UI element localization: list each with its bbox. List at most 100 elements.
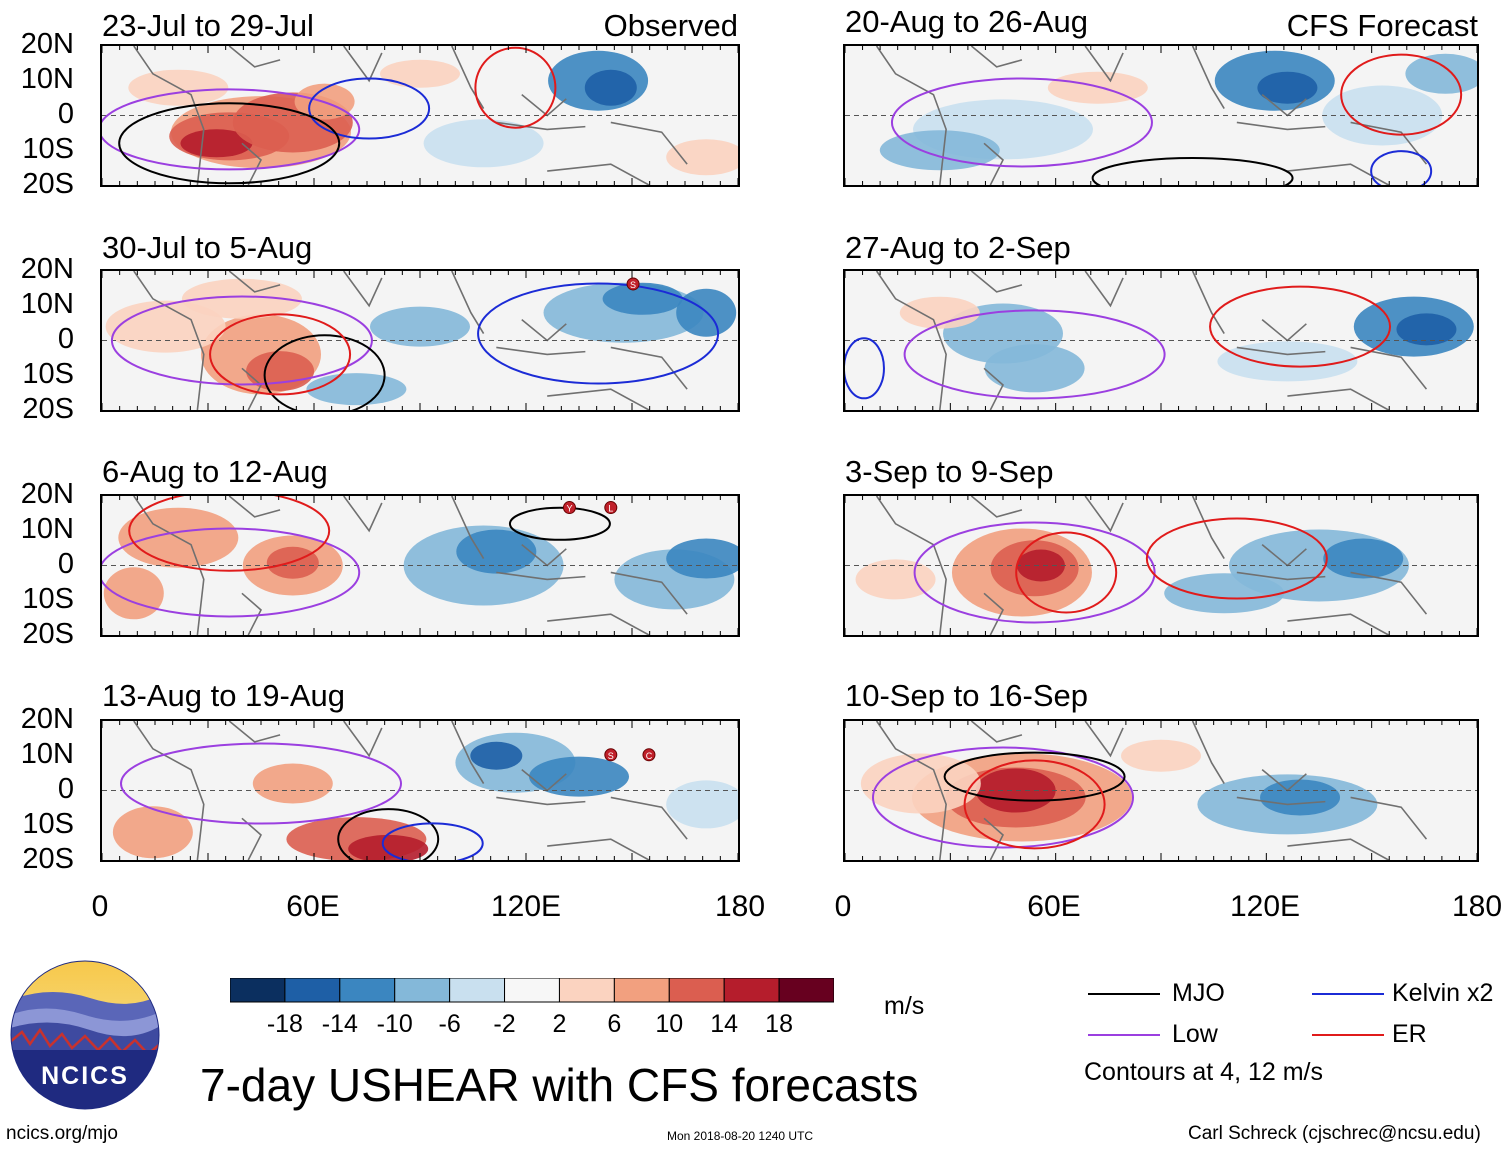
coastline-4	[133, 721, 688, 860]
mjo-contour-4-1	[337, 808, 440, 860]
shear-region-3-3	[103, 567, 164, 620]
shear-region-4-5	[470, 741, 523, 770]
lat-label-row4-2: 0	[57, 773, 74, 805]
lat-label-row1-0: 20N	[20, 28, 74, 60]
lon-label-right-120e: 120E	[1229, 890, 1301, 923]
shear-region-7-6	[1164, 573, 1285, 614]
shear-region-2-3	[181, 278, 302, 319]
low-contour-6-0	[903, 309, 1166, 400]
legend-kelvin-label: Kelvin x2	[1392, 979, 1494, 1007]
kelvin-contour-6-2	[845, 337, 885, 400]
colorbar-label-3: -6	[438, 1010, 461, 1038]
lat-label-row4-0: 20N	[20, 703, 74, 735]
panel-title-3: 6-Aug to 12-Aug	[102, 454, 328, 489]
storm-marker-1: Y	[562, 501, 576, 515]
er-contour-8-2	[963, 759, 1106, 850]
lon-label-left-0: 0	[91, 890, 109, 923]
shear-region-8-6	[1121, 739, 1201, 772]
shear-region-5-1	[879, 130, 1000, 171]
website-link[interactable]: ncics.org/mjo	[6, 1123, 118, 1144]
legend-kelvin-line	[1312, 993, 1384, 995]
shear-region-4-0	[252, 763, 333, 804]
units-label: m/s	[884, 992, 925, 1020]
lat-label-row1-3: 10S	[22, 133, 74, 165]
shear-region-8-5	[1260, 779, 1341, 816]
lat-label-row4-4: 20S	[22, 843, 74, 875]
shear-map-2: S	[102, 271, 738, 410]
shear-region-4-3	[112, 806, 193, 859]
kelvin-contour-4-2	[381, 822, 484, 860]
er-contour-6-1	[1209, 285, 1392, 368]
panel-title-2: 30-Jul to 5-Aug	[102, 230, 313, 265]
cfs-forecast-label: CFS Forecast	[1286, 8, 1478, 43]
low-contour-5-0	[890, 77, 1153, 168]
shear-region-4-2	[348, 834, 429, 860]
author-credit: Carl Schreck (cjschrec@ncsu.edu)	[1188, 1123, 1481, 1144]
legend-mjo-label: MJO	[1172, 979, 1225, 1007]
figure-title: 7-day USHEAR with CFS forecasts	[200, 1059, 919, 1111]
logo-text: NCICS	[41, 1062, 129, 1090]
panel-title-1: 23-Jul to 29-Jul	[102, 8, 314, 43]
svg-text:S: S	[630, 280, 636, 290]
colorbar-label-8: 14	[710, 1010, 739, 1038]
legend-er-line	[1312, 1034, 1384, 1036]
legend-mjo-line	[1088, 993, 1160, 995]
colorbar-label-1: -14	[321, 1010, 358, 1038]
lat-label-row1-2: 0	[57, 98, 74, 130]
shear-region-6-1	[984, 344, 1085, 393]
shear-region-5-4	[1322, 85, 1443, 146]
mjo-contour-8-1	[943, 751, 1126, 802]
shear-region-2-2	[105, 300, 226, 353]
mjo-contour-2-2	[263, 334, 386, 410]
kelvin-contour-1-2	[308, 77, 431, 140]
timestamp: Mon 2018-08-20 1240 UTC	[667, 1129, 814, 1143]
colorbar-swatch-4	[449, 977, 506, 1003]
colorbar-label-9: 18	[765, 1010, 793, 1038]
panel-title-4: 13-Aug to 19-Aug	[102, 678, 346, 713]
mjo-contour-1-3	[118, 102, 341, 185]
er-contour-7-1	[1015, 531, 1118, 614]
low-contour-8-0	[872, 746, 1134, 849]
panel-title-7: 3-Sep to 9-Sep	[845, 454, 1054, 489]
low-contour-3-0	[102, 527, 361, 618]
lon-label-right-60e: 60E	[1027, 890, 1081, 923]
map-panel-7	[843, 494, 1479, 637]
shear-region-1-8	[584, 69, 637, 106]
colorbar-label-5: 2	[552, 1010, 567, 1038]
colorbar-label-2: -10	[376, 1010, 413, 1038]
colorbar-label-0: -18	[266, 1010, 303, 1038]
svg-text:C: C	[646, 751, 653, 761]
mjo-contour-3-1	[508, 506, 611, 541]
panel-title-5: 20-Aug to 26-Aug	[845, 4, 1089, 39]
shear-region-1-10	[666, 139, 738, 176]
ncics-logo: NCICS	[10, 960, 160, 1110]
er-contour-2-3	[209, 313, 352, 396]
shear-map-6	[845, 271, 1477, 410]
lon-label-right-180: 180	[1451, 890, 1503, 923]
shear-map-7	[845, 496, 1477, 635]
colorbar-swatch-7	[613, 977, 670, 1003]
colorbar-swatch-5	[504, 977, 560, 1003]
kelvin-contour-2-1	[477, 282, 720, 385]
lat-label-row3-3: 10S	[22, 583, 74, 615]
lat-label-row2-0: 20N	[20, 253, 74, 285]
mjo-contour-5-3	[1091, 157, 1294, 185]
svg-text:Y: Y	[566, 504, 572, 514]
storm-marker-4: C	[642, 748, 656, 762]
lat-label-row4-3: 10S	[22, 808, 74, 840]
coastline-3	[133, 496, 688, 635]
observed-label: Observed	[603, 8, 738, 43]
lat-label-row3-4: 20S	[22, 618, 74, 650]
shear-map-8	[845, 721, 1477, 860]
colorbar: -18 -14 -10 -6 -2 2 6 10 14 18	[229, 977, 835, 1037]
colorbar-swatch-3	[394, 977, 451, 1003]
storm-marker-3: S	[604, 748, 618, 762]
colorbar-swatch-9	[723, 977, 780, 1003]
shear-region-3-7	[666, 538, 738, 579]
shear-region-4-7	[666, 780, 738, 829]
storm-marker-2: L	[604, 501, 618, 515]
kelvin-contour-5-2	[1370, 150, 1433, 185]
svg-text:L: L	[608, 504, 613, 514]
map-panel-8	[843, 719, 1479, 862]
